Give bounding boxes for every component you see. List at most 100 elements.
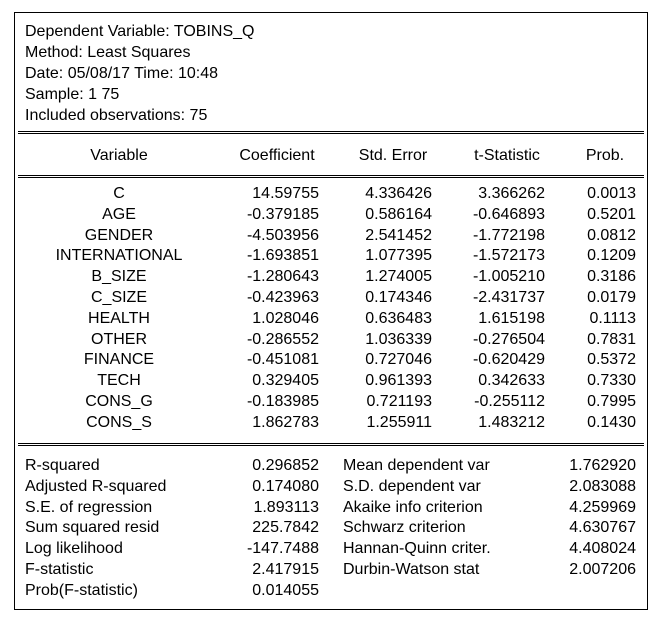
- dependent-variable-line: Dependent Variable: TOBINS_Q: [25, 23, 255, 40]
- cell-prob: 0.1113: [589, 309, 636, 327]
- cell-t-statistic: -0.620429: [472, 351, 545, 369]
- stat-row: Prob(F-statistic) 0.014055: [15, 582, 647, 603]
- stat-label: Mean dependent var: [343, 457, 490, 474]
- cell-variable: INTERNATIONAL: [55, 247, 183, 265]
- stat-value: 4.630767: [569, 519, 636, 537]
- cell-prob: 0.7995: [587, 393, 636, 410]
- cell-t-statistic: 1.483212: [478, 413, 545, 431]
- stat-label: Akaike info criterion: [343, 498, 483, 516]
- cell-variable: FINANCE: [83, 351, 155, 369]
- stat-row: Adjusted R-squared 0.174080 S.D. dependent…: [15, 478, 647, 499]
- cell-variable: HEALTH: [88, 309, 150, 327]
- cell-prob: 0.1430: [587, 413, 636, 431]
- table-row: C 14.59755 4.336426 3.366262 0.0013: [15, 185, 647, 206]
- cell-std-error: 4.336426: [365, 185, 432, 202]
- cell-prob: 0.7831: [587, 330, 636, 348]
- stat-label: F-statistic: [25, 561, 94, 578]
- cell-prob: 0.3186: [587, 268, 636, 286]
- cell-prob: 0.1209: [587, 247, 636, 265]
- cell-variable: C: [113, 185, 125, 202]
- cell-std-error: 0.174346: [365, 289, 432, 306]
- cell-std-error: 1.036339: [365, 330, 432, 348]
- cell-variable: TECH: [97, 372, 141, 390]
- cell-t-statistic: -2.431737: [472, 289, 545, 306]
- stat-value: 0.296852: [252, 457, 319, 474]
- stat-label: Prob(F-statistic): [25, 581, 138, 599]
- cell-std-error: 0.636483: [365, 309, 432, 327]
- table-row: HEALTH 1.028046 0.636483 1.615198 0.1113: [15, 310, 647, 331]
- cell-std-error: 1.274005: [365, 268, 432, 286]
- cell-coefficient: -4.503956: [246, 226, 319, 244]
- cell-t-statistic: -1.572173: [472, 247, 545, 265]
- cell-variable: AGE: [102, 205, 136, 223]
- cell-coefficient: -1.280643: [246, 268, 319, 286]
- stat-row: S.E. of regression 1.893113 Akaike info cr…: [15, 499, 647, 520]
- cell-variable: B_SIZE: [91, 268, 147, 286]
- cell-variable: OTHER: [91, 330, 147, 348]
- stat-label: Hannan-Quinn criter.: [343, 540, 491, 558]
- stat-label: Durbin-Watson stat: [343, 561, 480, 578]
- cell-coefficient: -1.693851: [246, 247, 319, 265]
- estimation-header: Dependent Variable: TOBINS_Q Method: Lea…: [25, 21, 254, 126]
- cell-coefficient: -0.423963: [246, 289, 319, 306]
- stat-value: 0.014055: [252, 581, 319, 599]
- cell-t-statistic: -0.646893: [472, 205, 545, 223]
- stat-row: Sum squared resid 225.7842 Schwarz criteri…: [15, 519, 647, 540]
- cell-t-statistic: -0.255112: [474, 393, 545, 410]
- stat-value: 2.083088: [569, 477, 636, 495]
- cell-prob: 0.0013: [587, 185, 636, 202]
- cell-std-error: 2.541452: [365, 226, 432, 244]
- cell-std-error: 0.586164: [365, 205, 432, 223]
- observations-line: Included observations: 75: [25, 107, 208, 124]
- stat-value: 1.893113: [253, 498, 319, 516]
- table-row: INTERNATIONAL -1.693851 1.077395 -1.572173 0…: [15, 247, 647, 268]
- stat-label: S.D. dependent var: [343, 477, 481, 495]
- cell-coefficient: -0.451081: [246, 351, 319, 369]
- cell-t-statistic: -0.276504: [472, 330, 545, 348]
- stat-value: 4.259969: [569, 498, 636, 516]
- cell-t-statistic: 0.342633: [478, 372, 545, 390]
- column-header-std-error: Std. Error: [358, 147, 428, 164]
- cell-coefficient: 0.329405: [252, 372, 319, 390]
- cell-variable: CONS_G: [85, 393, 153, 410]
- cell-prob: 0.0812: [587, 226, 636, 244]
- table-row: OTHER -0.286552 1.036339 -0.276504 0.7831: [15, 331, 647, 352]
- cell-variable: C_SIZE: [90, 289, 147, 306]
- table-row: FINANCE -0.451081 0.727046 -0.620429 0.5372: [15, 351, 647, 372]
- stat-value: 0.174080: [252, 477, 319, 495]
- cell-coefficient: -0.183985: [246, 393, 319, 410]
- stat-value: 2.007206: [569, 561, 636, 578]
- cell-prob: 0.7330: [587, 372, 636, 390]
- stat-value: 4.408024: [569, 540, 636, 558]
- cell-prob: 0.0179: [587, 289, 636, 306]
- cell-std-error: 0.721193: [366, 393, 432, 410]
- table-row: B_SIZE -1.280643 1.274005 -1.005210 0.3186: [15, 268, 647, 289]
- cell-t-statistic: 3.366262: [478, 185, 545, 202]
- cell-t-statistic: -1.005210: [472, 268, 545, 286]
- divider-columns: [18, 175, 644, 178]
- table-row: CONS_G -0.183985 0.721193 -0.255112 0.7995: [15, 393, 647, 414]
- stat-label: Adjusted R-squared: [25, 477, 167, 495]
- stat-label: Schwarz criterion: [343, 519, 466, 537]
- stat-value: 1.762920: [569, 457, 636, 474]
- cell-coefficient: 1.862783: [252, 413, 319, 431]
- divider-header: [18, 131, 644, 134]
- stat-row: R-squared 0.296852 Mean dependent var 1.762…: [15, 457, 647, 478]
- cell-coefficient: 14.59755: [252, 185, 319, 202]
- cell-coefficient: -0.379185: [246, 205, 319, 223]
- table-row: CONS_S 1.862783 1.255911 1.483212 0.1430: [15, 414, 647, 435]
- cell-std-error: 0.727046: [365, 351, 432, 369]
- stat-label: Sum squared resid: [25, 519, 160, 537]
- date-time-line: Date: 05/08/17 Time: 10:48: [25, 65, 219, 82]
- divider-stats: [18, 443, 644, 446]
- stat-value: -147.7488: [246, 540, 319, 558]
- cell-std-error: 0.961393: [365, 372, 432, 390]
- stat-value: 225.7842: [252, 519, 319, 537]
- stat-label: R-squared: [25, 457, 100, 474]
- cell-prob: 0.5372: [587, 351, 636, 369]
- cell-std-error: 1.255911: [366, 413, 432, 431]
- column-header-coefficient: Coefficient: [239, 147, 315, 164]
- table-row: GENDER -4.503956 2.541452 -1.772198 0.0812: [15, 227, 647, 248]
- method-line: Method: Least Squares: [25, 44, 191, 61]
- regression-output-frame: Dependent Variable: TOBINS_Q Method: Lea…: [14, 12, 648, 610]
